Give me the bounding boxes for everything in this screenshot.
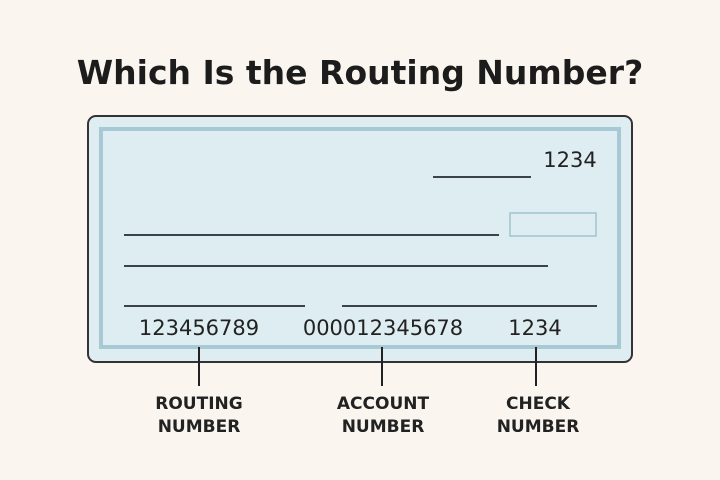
check-number-value: 1234 <box>508 316 561 340</box>
account-number-value: 000012345678 <box>303 316 463 340</box>
routing-label-line1: ROUTING <box>155 394 242 414</box>
account-label-line2: NUMBER <box>342 417 425 437</box>
check-label-line1: CHECK <box>506 394 571 414</box>
check: 1234 123456789 000012345678 1234 <box>87 115 633 363</box>
check-number-top: 1234 <box>543 148 596 172</box>
routing-label-line2: NUMBER <box>158 417 241 437</box>
account-label-line1: ACCOUNT <box>337 394 430 414</box>
amount-box <box>509 212 597 237</box>
routing-number-value: 123456789 <box>139 316 259 340</box>
check-label-line2: NUMBER <box>497 417 580 437</box>
check-inner-border <box>99 127 621 349</box>
page-title: Which Is the Routing Number? <box>77 53 643 92</box>
